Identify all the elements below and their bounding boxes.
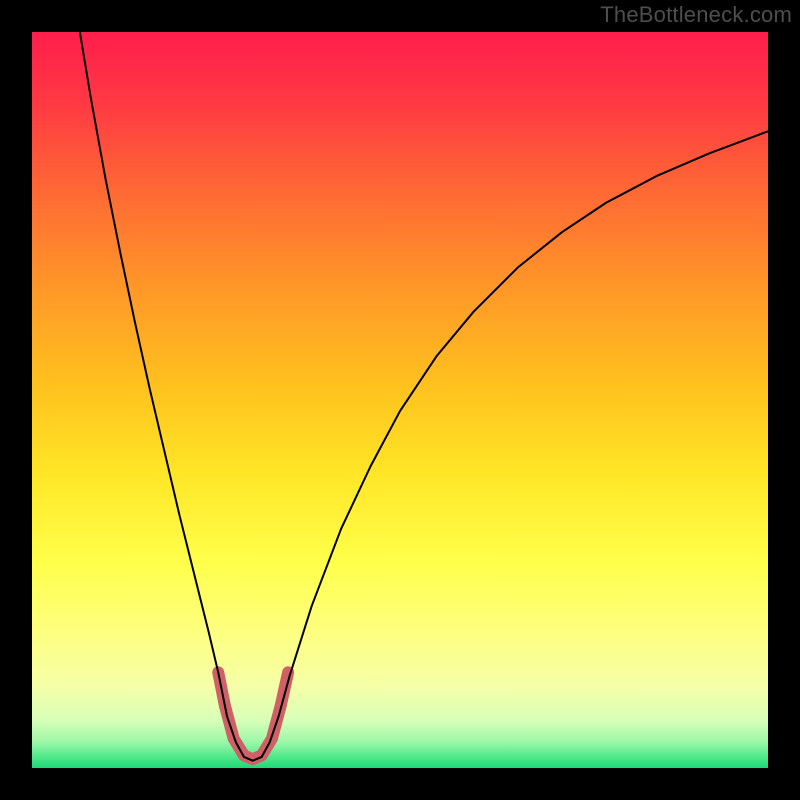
watermark-text: TheBottleneck.com bbox=[600, 2, 792, 28]
gradient-background bbox=[32, 32, 768, 768]
chart-plot-area bbox=[32, 32, 768, 768]
